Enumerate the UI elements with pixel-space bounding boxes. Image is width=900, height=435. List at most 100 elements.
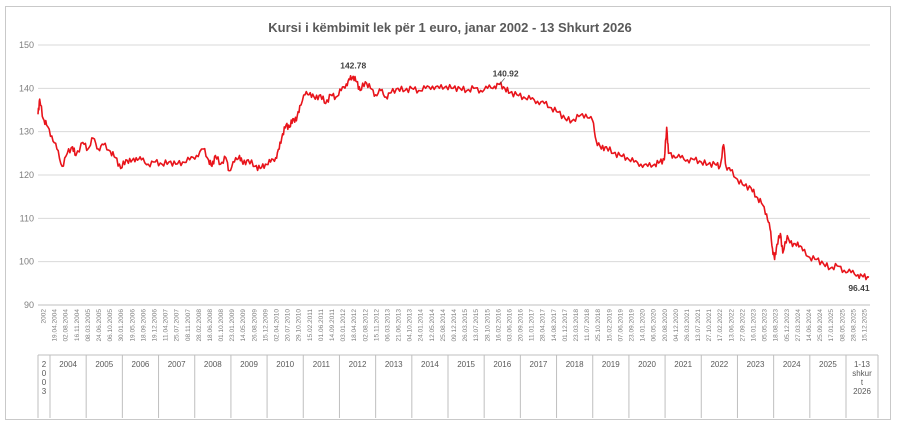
year-label: 1-13 xyxy=(854,360,871,369)
x-tick-label: 01.10.2008 xyxy=(218,309,225,342)
x-tick-label: 24.01.2014 xyxy=(418,309,425,342)
x-tick-label: 14.05.2009 xyxy=(240,309,247,342)
x-tick-label: 11.07.2018 xyxy=(584,309,591,341)
year-label: t xyxy=(861,378,864,387)
year-label: 3 xyxy=(42,387,47,396)
x-tick-label: 18.06.2008 xyxy=(207,309,214,342)
x-tick-label: 14.06.2024 xyxy=(806,309,813,342)
x-tick-label: 17.02.2022 xyxy=(717,309,724,342)
x-tick-label: 29.10.2010 xyxy=(296,309,303,342)
year-label: 2017 xyxy=(530,360,548,369)
x-tick-label: 16.11.2004 xyxy=(74,309,81,341)
x-tick-label: 13.06.2022 xyxy=(728,309,735,342)
x-tick-label: 27.10.2021 xyxy=(706,309,713,342)
year-label: 0 xyxy=(42,378,47,387)
x-tick-label: 26.03.2021 xyxy=(684,309,691,342)
x-tick-label: 19.12.2006 xyxy=(151,309,158,342)
year-label: shkur xyxy=(852,369,872,378)
x-tick-label: 14.08.2017 xyxy=(551,309,558,342)
x-tick-label: 11.01.2017 xyxy=(529,309,536,341)
x-tick-label: 15.02.2019 xyxy=(606,309,613,342)
x-tick-label: 2002 xyxy=(41,309,48,324)
year-label: 2015 xyxy=(457,360,475,369)
year-label: 2004 xyxy=(59,360,77,369)
y-tick-label: 120 xyxy=(19,170,34,180)
x-tick-label: 23.01.2009 xyxy=(229,309,236,342)
data-label: 140.92 xyxy=(493,68,519,78)
x-tick-label: 06.03.2013 xyxy=(384,309,391,342)
x-tick-label: 20.08.2020 xyxy=(662,309,669,342)
year-label: 2024 xyxy=(783,360,801,369)
series-lines xyxy=(37,75,870,281)
x-tick-label: 06.10.2005 xyxy=(107,309,114,342)
x-tick-label: 02.04.2010 xyxy=(274,309,281,342)
y-tick-label: 130 xyxy=(19,127,34,137)
x-tick-label: 20.07.2010 xyxy=(285,309,292,342)
x-tick-label: 25.07.2007 xyxy=(174,309,181,342)
x-tick-label: 12.05.2014 xyxy=(429,309,436,342)
gridlines xyxy=(38,44,870,306)
year-label: 2011 xyxy=(313,360,331,369)
year-label: 2022 xyxy=(710,360,728,369)
x-tick-label: 23.03.2018 xyxy=(573,309,580,342)
x-tick-label: 05.05.2023 xyxy=(762,309,769,342)
year-label: 2026 xyxy=(853,387,871,396)
year-label: 2018 xyxy=(566,360,584,369)
x-tick-label: 18.04.2012 xyxy=(351,309,358,342)
x-tick-label: 27.03.2024 xyxy=(795,309,802,342)
year-label: 2016 xyxy=(493,360,511,369)
x-tick-label: 20.09.2016 xyxy=(518,309,525,342)
x-tick-label: 14.09.2011 xyxy=(329,309,336,341)
x-tick-label: 25.08.2014 xyxy=(440,309,447,342)
x-tick-label: 15.12.2025 xyxy=(861,309,868,342)
x-tick-label: 15.12.2009 xyxy=(262,309,269,342)
x-tick-label: 28.04.2017 xyxy=(540,309,547,342)
x-tick-label: 08.03.2005 xyxy=(85,309,92,342)
y-tick-label: 150 xyxy=(19,40,34,50)
year-label: 2014 xyxy=(421,360,439,369)
y-axis: 90 100 110 120 130 140 150 xyxy=(19,40,34,310)
year-label: 2 xyxy=(42,360,47,369)
x-tick-label: 28.08.2025 xyxy=(850,309,857,342)
x-tick-label: 02.08.2004 xyxy=(63,309,70,342)
x-tick-label: 24.06.2005 xyxy=(96,309,103,342)
year-label: 2021 xyxy=(674,360,692,369)
x-tick-label: 08.11.2007 xyxy=(185,309,192,341)
x-tick-label: 17.01.2025 xyxy=(828,309,835,342)
x-tick-label: 16.02.2016 xyxy=(495,309,502,342)
x-tick-label: 28.02.2008 xyxy=(196,309,203,342)
x-tick-label: 07.06.2019 xyxy=(617,309,624,342)
x-tick-label: 01.06.2011 xyxy=(318,309,325,341)
x-tick-label: 23.09.2019 xyxy=(628,309,635,342)
x-tick-label: 06.05.2020 xyxy=(651,309,658,342)
x-tick-label: 27.09.2022 xyxy=(739,309,746,342)
x-tick-label: 19.05.2006 xyxy=(129,309,136,342)
x-tick-label: 11.04.2007 xyxy=(163,309,170,341)
y-tick-label: 90 xyxy=(24,300,34,310)
x-tick-label: 19.04.2004 xyxy=(52,309,59,342)
year-label: 2008 xyxy=(204,360,222,369)
year-label: 2012 xyxy=(349,360,367,369)
year-label: 2025 xyxy=(819,360,837,369)
year-label: 2010 xyxy=(276,360,294,369)
x-tick-label: 05.12.2023 xyxy=(784,309,791,342)
year-label: 2009 xyxy=(240,360,258,369)
data-label: 96.41 xyxy=(848,283,870,293)
x-tick-label: 30.01.2006 xyxy=(118,309,125,342)
x-tick-label: 03.01.2012 xyxy=(340,309,347,342)
x-tick-label: 25.10.2018 xyxy=(595,309,602,342)
x-tick-label: 13.07.2021 xyxy=(695,309,702,342)
x-tick-label: 15.02.2011 xyxy=(307,309,314,341)
data-label: 142.78 xyxy=(340,60,366,70)
x-tick-label: 28.10.2015 xyxy=(484,309,491,342)
x-tick-label: 16.01.2023 xyxy=(751,309,758,342)
x-tick-label: 18.08.2023 xyxy=(773,309,780,342)
x-tick-label: 08.05.2025 xyxy=(839,309,846,342)
x-tick-label: 01.12.2017 xyxy=(562,309,569,342)
x-tick-label: 26.03.2015 xyxy=(462,309,469,342)
year-label: 2019 xyxy=(602,360,620,369)
x-tick-label: 13.07.2015 xyxy=(473,309,480,342)
chart-frame xyxy=(5,6,891,420)
